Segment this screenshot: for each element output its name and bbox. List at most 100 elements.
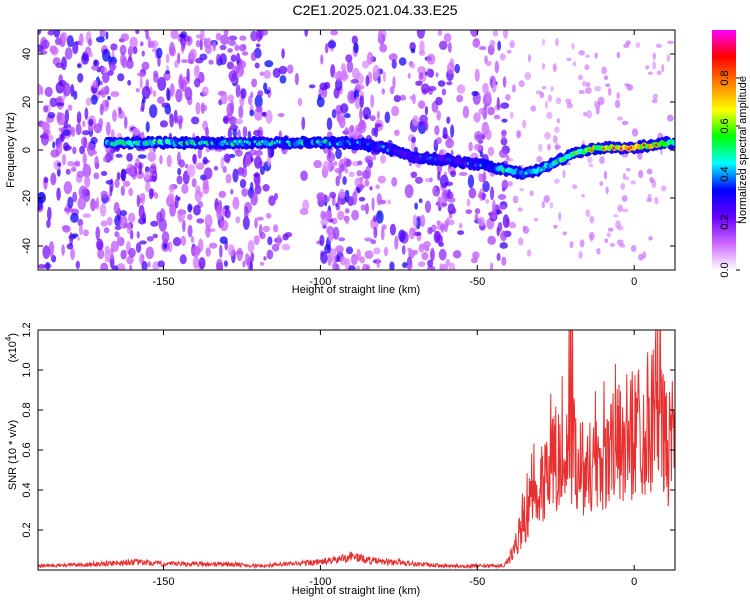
spectrogram-noise-blob bbox=[383, 246, 389, 257]
spectrogram-noise-blob bbox=[541, 86, 547, 90]
spectrogram-noise-blob bbox=[43, 177, 49, 184]
snr-y-multiplier: (x104) bbox=[4, 333, 19, 363]
spectrogram-noise-blob bbox=[577, 74, 584, 81]
spectrogram-noise-blob bbox=[341, 69, 348, 82]
spectrogram-noise-blob bbox=[129, 36, 138, 49]
spectrogram-noise-blob bbox=[40, 121, 49, 130]
spectrogram-noise-blob bbox=[652, 52, 657, 61]
spectrogram-noise-blob bbox=[186, 68, 190, 82]
spectrogram-noise-blob bbox=[187, 203, 193, 213]
spectrogram-noise-blob bbox=[442, 133, 449, 139]
spectrogram-noise-blob bbox=[654, 196, 659, 205]
spectrogram-noise-blob bbox=[344, 127, 350, 136]
spectrogram-noise-blob bbox=[317, 94, 322, 100]
spectrogram-noise-blob bbox=[119, 210, 128, 217]
spectrogram-noise-blob bbox=[585, 82, 591, 87]
spectrogram-noise-blob bbox=[220, 91, 228, 105]
spectrogram-noise-blob bbox=[519, 187, 524, 192]
spectrogram-noise-blob bbox=[240, 88, 247, 99]
colorbar-label: Normalized spectral amplitude bbox=[737, 76, 749, 224]
spectrogram-noise-blob bbox=[170, 30, 179, 40]
spectrogram-noise-blob bbox=[147, 151, 157, 163]
spectrogram-noise-blob bbox=[77, 63, 82, 68]
spectrogram-noise-blob bbox=[468, 141, 473, 152]
spectrogram-noise-blob bbox=[319, 234, 325, 247]
spectrogram-noise-blob bbox=[366, 158, 370, 164]
spectrogram-noise-blob bbox=[156, 211, 163, 223]
spectrogram-noise-blob bbox=[276, 234, 282, 247]
spectrogram-noise-blob bbox=[407, 72, 411, 79]
spectrogram-noise-blob bbox=[375, 210, 384, 224]
spectrogram-noise-blob bbox=[100, 86, 107, 99]
spectrogram-noise-blob bbox=[52, 141, 56, 149]
spectrogram-noise-blob bbox=[457, 230, 465, 235]
spectrogram-noise-blob bbox=[418, 198, 423, 204]
spectrogram-noise-blob bbox=[456, 94, 464, 103]
spectrogram-noise-blob bbox=[178, 33, 186, 38]
spectrogram-noise-blob bbox=[387, 199, 391, 205]
spectrogram-noise-blob bbox=[408, 227, 416, 240]
spectrogram-noise-blob bbox=[236, 247, 243, 262]
spectrogram-noise-blob bbox=[77, 236, 81, 241]
spectrogram-noise-blob bbox=[517, 237, 524, 246]
spectrogram-noise-blob bbox=[474, 68, 480, 82]
spectrogram-noise-blob bbox=[222, 165, 227, 174]
spectrogram-noise-blob bbox=[391, 105, 400, 117]
spectrogram-noise-blob bbox=[585, 209, 591, 218]
spectrogram-noise-blob bbox=[62, 82, 71, 97]
spectrogram-noise-blob bbox=[418, 72, 424, 80]
spectrogram-noise-blob bbox=[247, 240, 255, 254]
spectrogram-noise-blob bbox=[544, 132, 551, 140]
spectrogram-noise-blob bbox=[79, 224, 83, 236]
spectrogram-noise-blob bbox=[586, 110, 593, 119]
spectrogram-noise-blob bbox=[234, 44, 240, 51]
spectrogram-noise-blob bbox=[237, 60, 247, 69]
spectrogram-noise-blob bbox=[42, 245, 51, 260]
spectrogram-noise-blob bbox=[533, 217, 539, 222]
spectrogram-noise-blob bbox=[179, 79, 187, 92]
spectrogram-noise-blob bbox=[470, 30, 479, 37]
spectrogram-noise-blob bbox=[555, 38, 559, 47]
spectrogram-noise-blob bbox=[263, 82, 268, 92]
spectrogram-noise-blob bbox=[308, 84, 316, 89]
spectrogram-noise-blob bbox=[232, 196, 240, 210]
spectrogram-noise-blob bbox=[226, 61, 234, 70]
spectrogram-noise-blob bbox=[192, 153, 197, 165]
x-tick-label: -100 bbox=[309, 576, 331, 588]
spectrogram-noise-blob bbox=[438, 40, 448, 50]
spectrogram-noise-blob bbox=[228, 70, 238, 82]
spectrogram-y-label: Frequency (Hz) bbox=[5, 112, 17, 188]
spectrogram-noise-blob bbox=[50, 149, 60, 158]
spectrogram-noise-blob bbox=[228, 244, 235, 257]
spectrogram-noise-blob bbox=[364, 250, 374, 259]
spectrogram-noise-blob bbox=[471, 90, 479, 97]
spectrogram-noise-blob bbox=[617, 225, 624, 231]
spectrogram-noise-blob bbox=[223, 117, 228, 123]
spectrogram-noise-blob bbox=[103, 227, 110, 234]
spectrogram-noise-blob bbox=[239, 178, 247, 189]
y-tick-label: -20 bbox=[21, 190, 33, 206]
spectrogram-noise-blob bbox=[256, 105, 263, 113]
spectrogram-noise-blob bbox=[439, 174, 449, 188]
spectrogram-noise-blob bbox=[40, 132, 49, 146]
spectrogram-noise-blob bbox=[281, 48, 285, 59]
spectrogram-noise-blob bbox=[100, 66, 108, 74]
spectrogram-noise-blob bbox=[166, 154, 172, 168]
spectrogram-noise-blob bbox=[433, 141, 438, 148]
spectrogram-noise-blob bbox=[301, 116, 306, 130]
snr-x-axis: -150 -100 -50 0 bbox=[153, 330, 637, 588]
spectrogram-noise-blob bbox=[286, 64, 294, 74]
spectrogram-noise-blob bbox=[258, 224, 263, 238]
spectrogram-noise-blob bbox=[225, 173, 232, 184]
spectrogram-noise-blob bbox=[476, 38, 480, 48]
spectrogram-noise-blob bbox=[136, 231, 140, 239]
spectrogram-noise-blob bbox=[553, 224, 558, 229]
spectrogram-noise-blob bbox=[112, 265, 119, 270]
spectrogram-noise-blob bbox=[78, 185, 88, 199]
spectrogram-noise-blob bbox=[335, 175, 340, 187]
spectrogram-noise-blob bbox=[380, 154, 387, 164]
spectrogram-noise-blob bbox=[235, 118, 244, 125]
spectrogram-y-axis: -40 -20 0 20 40 bbox=[21, 48, 675, 254]
spectrogram-noise-blob bbox=[424, 121, 429, 131]
spectrogram-noise-blob bbox=[434, 125, 440, 136]
